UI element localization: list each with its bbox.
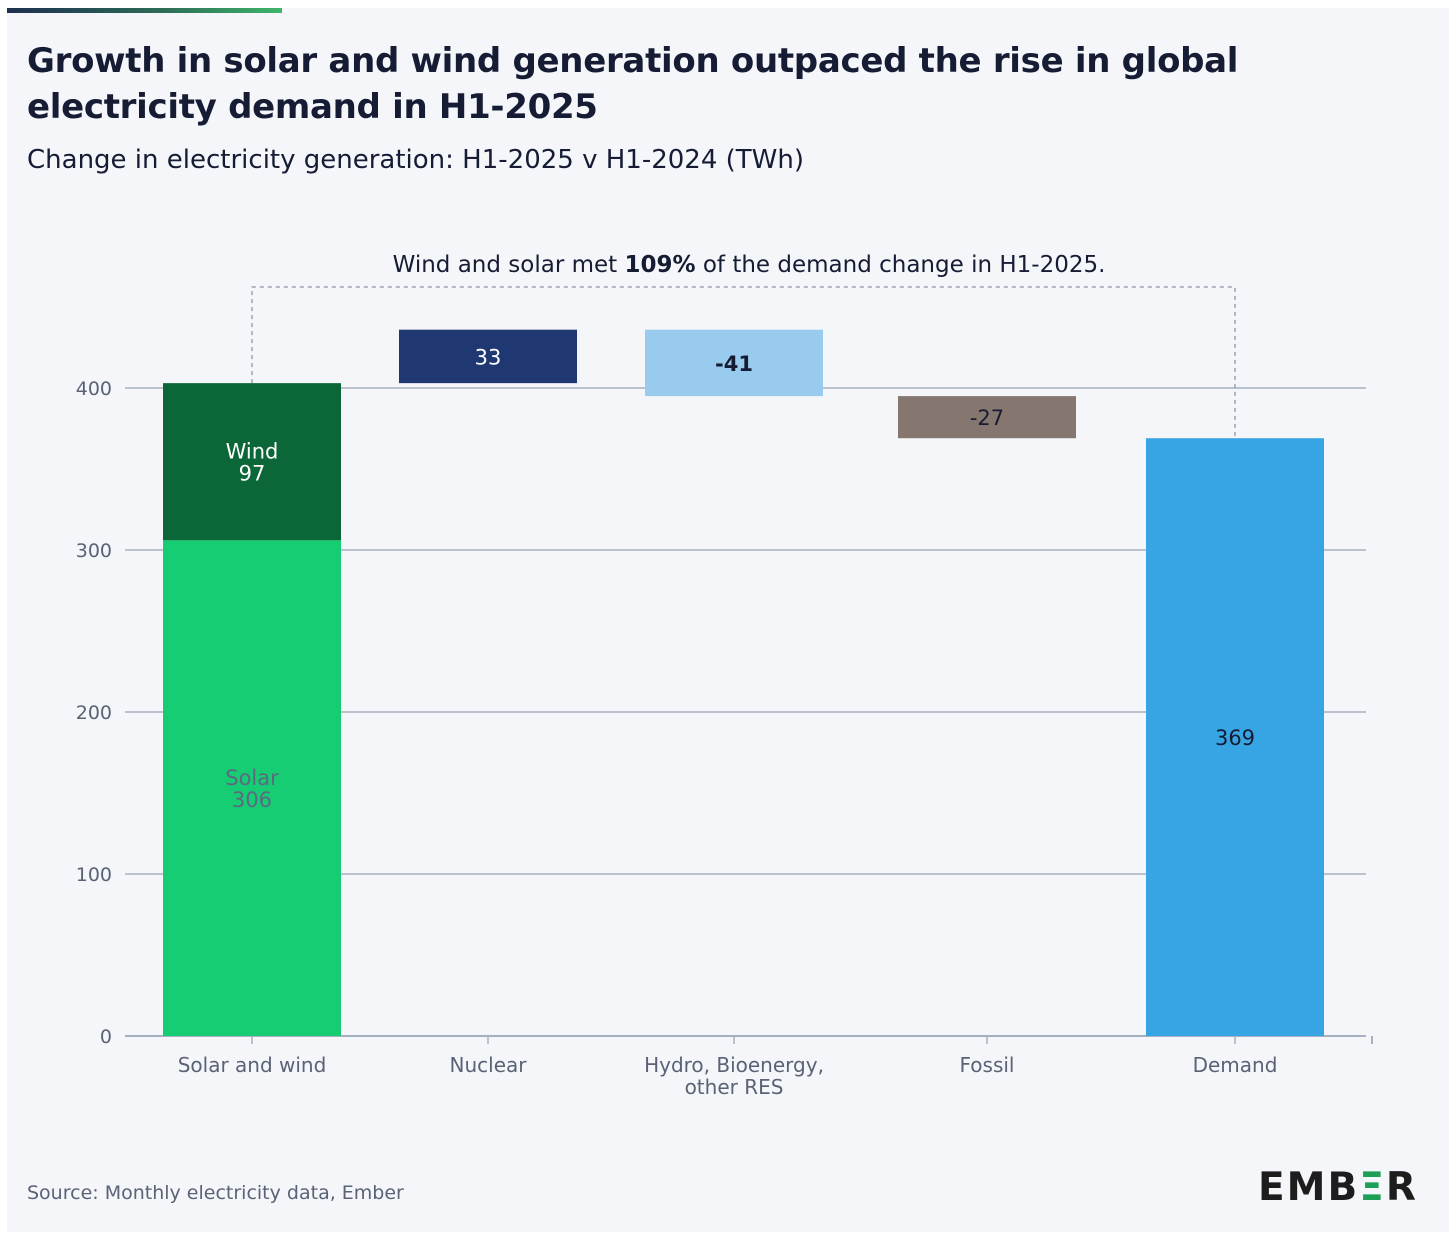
- y-tick-label: 400: [76, 378, 112, 400]
- bar-value-label: Solar: [225, 766, 279, 790]
- source-note: Source: Monthly electricity data, Ember: [27, 1182, 404, 1204]
- x-tick-label: other RES: [685, 1075, 784, 1099]
- bar-value-label: -41: [715, 352, 753, 376]
- annotation-after: of the demand change in H1-2025.: [696, 252, 1106, 278]
- logo-left: EMB: [1258, 1165, 1360, 1210]
- annotation-before: Wind and solar met: [393, 252, 625, 278]
- accent-bar: [7, 8, 282, 13]
- label-layer: Solar and wind Nuclear Hydro, Bioenergy,ot…: [178, 345, 1278, 1099]
- bar-demand: [1146, 438, 1324, 1037]
- bar-nuclear: [399, 329, 577, 384]
- bar-hydro-bioenergy-: [645, 329, 823, 397]
- bar-value-label: Wind: [226, 440, 279, 464]
- bar-wind: [163, 383, 341, 541]
- logo-right: R: [1385, 1165, 1418, 1210]
- bar-fossil: [898, 396, 1076, 439]
- annotation-text: Wind and solar met 109% of the demand ch…: [393, 252, 1106, 278]
- bracket-line: [251, 286, 1236, 439]
- chart-title: Growth in solar and wind generation outp…: [27, 41, 1239, 127]
- bar-value-label: 306: [232, 788, 272, 812]
- y-tick-label: 200: [76, 702, 112, 724]
- x-tick-label: Hydro, Bioenergy,: [644, 1053, 824, 1077]
- bar-value-label: 97: [239, 462, 266, 486]
- annotation-bold: 109%: [624, 252, 695, 278]
- bar-value-label: 369: [1215, 726, 1255, 750]
- y-tick-label: 0: [100, 1026, 112, 1048]
- logo-accent: Ξ: [1359, 1165, 1386, 1210]
- x-tick-label: Solar and wind: [178, 1053, 327, 1077]
- y-tick-label: 300: [76, 540, 112, 562]
- y-tick-label: 100: [76, 864, 112, 886]
- x-tick-label: Fossil: [960, 1053, 1015, 1077]
- chart-subtitle: Change in electricity generation: H1-202…: [27, 145, 805, 175]
- bar-value-label: 33: [475, 345, 502, 369]
- x-tick-label: Demand: [1193, 1053, 1278, 1077]
- bar-value-label: -27: [970, 406, 1004, 430]
- ember-logo: EMBΞR: [1258, 1165, 1418, 1210]
- bar-solar: [163, 540, 341, 1036]
- x-tick-label: Nuclear: [450, 1053, 528, 1077]
- bar-layer: [163, 329, 1324, 1037]
